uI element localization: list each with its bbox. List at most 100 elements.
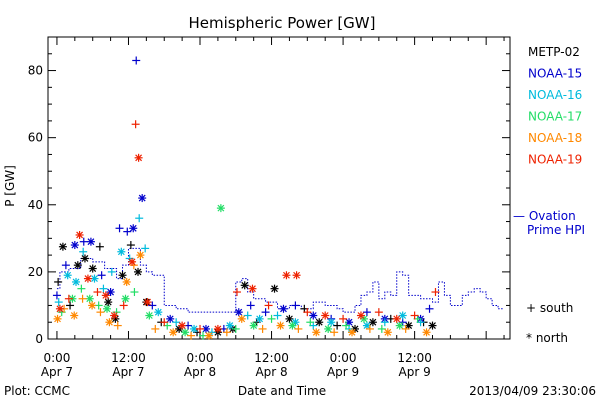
marker-noaa-19 bbox=[119, 301, 128, 310]
marker-noaa-15 bbox=[425, 304, 434, 313]
marker-noaa-18 bbox=[136, 251, 145, 260]
marker-noaa-16 bbox=[107, 267, 116, 276]
legend: METP-02 NOAA-15 NOAA-16 NOAA-17 NOAA-18 NOAA-… bbox=[528, 45, 582, 167]
marker-noaa-15 bbox=[234, 308, 243, 317]
marker-noaa-15 bbox=[61, 261, 70, 270]
marker-noaa-18 bbox=[88, 301, 97, 310]
marker-noaa-17 bbox=[85, 294, 94, 303]
marker-noaa-15 bbox=[79, 237, 88, 246]
marker-noaa-16 bbox=[63, 271, 72, 280]
marker-noaa-18 bbox=[78, 294, 87, 303]
marker-metp-02 bbox=[73, 261, 82, 270]
legend-entry: METP-02 bbox=[528, 45, 580, 59]
marker-noaa-15 bbox=[132, 56, 141, 65]
satellite-markers bbox=[52, 56, 440, 340]
marker-noaa-15 bbox=[261, 308, 270, 317]
marker-metp-02 bbox=[104, 298, 113, 307]
marker-noaa-16 bbox=[380, 318, 389, 327]
x-tick-label-date: Apr 7 bbox=[41, 365, 73, 379]
marker-noaa-15 bbox=[129, 224, 138, 233]
marker-noaa-19 bbox=[128, 257, 137, 266]
ovation-step-path bbox=[56, 247, 505, 313]
marker-noaa-17 bbox=[267, 314, 276, 323]
marker-metp-02 bbox=[240, 281, 249, 290]
marker-noaa-18 bbox=[422, 328, 431, 337]
marker-noaa-15 bbox=[97, 271, 106, 280]
x-tick-label-time: 12:00 bbox=[111, 351, 146, 365]
marker-metp-02 bbox=[95, 242, 104, 251]
marker-noaa-18 bbox=[222, 328, 231, 337]
marker-noaa-16 bbox=[72, 277, 81, 286]
marker-noaa-18 bbox=[276, 321, 285, 330]
ovation-prime-hpi-line bbox=[56, 247, 505, 313]
marker-noaa-19 bbox=[55, 304, 64, 313]
marker-noaa-19 bbox=[410, 311, 419, 320]
marker-noaa-16 bbox=[54, 298, 63, 307]
marker-metp-02 bbox=[315, 318, 324, 327]
marker-noaa-15 bbox=[362, 308, 371, 317]
marker-metp-02 bbox=[118, 271, 127, 280]
marker-noaa-19 bbox=[321, 311, 330, 320]
plot-frame bbox=[47, 36, 511, 340]
marker-noaa-17 bbox=[231, 324, 240, 333]
marker-noaa-16 bbox=[398, 311, 407, 320]
marker-noaa-17 bbox=[103, 304, 112, 313]
marker-noaa-17 bbox=[181, 328, 190, 337]
marker-noaa-18 bbox=[105, 318, 114, 327]
marker-noaa-15 bbox=[106, 288, 115, 297]
marker-noaa-18 bbox=[96, 308, 105, 317]
x-tick-label-date: Apr 8 bbox=[255, 365, 287, 379]
marker-metp-02 bbox=[333, 321, 342, 330]
marker-noaa-16 bbox=[273, 311, 282, 320]
marker-noaa-18 bbox=[383, 328, 392, 337]
chart-title: Hemispheric Power [GW] bbox=[189, 14, 376, 32]
marker-noaa-19 bbox=[93, 288, 102, 297]
marker-metp-02 bbox=[404, 321, 413, 330]
marker-noaa-17 bbox=[342, 321, 351, 330]
x-tick-label-time: 0:00 bbox=[187, 351, 214, 365]
marker-noaa-16 bbox=[154, 308, 163, 317]
marker-metp-02 bbox=[80, 254, 89, 263]
marker-noaa-18 bbox=[312, 328, 321, 337]
marker-noaa-16 bbox=[172, 318, 181, 327]
x-tick-label-time: 0:00 bbox=[330, 351, 357, 365]
marker-noaa-15 bbox=[138, 194, 147, 203]
marker-noaa-15 bbox=[246, 301, 255, 310]
marker-noaa-18 bbox=[237, 314, 246, 323]
marker-noaa-19 bbox=[356, 311, 365, 320]
marker-noaa-19 bbox=[75, 230, 84, 239]
marker-noaa-15 bbox=[309, 311, 318, 320]
marker-noaa-19 bbox=[131, 120, 140, 129]
marker-noaa-19 bbox=[248, 284, 257, 293]
marker-metp-02 bbox=[368, 318, 377, 327]
marker-noaa-15 bbox=[291, 301, 300, 310]
marker-metp-02 bbox=[285, 314, 294, 323]
x-tick-label-date: Apr 7 bbox=[112, 365, 144, 379]
marker-noaa-18 bbox=[348, 328, 357, 337]
legend-entry: NOAA-16 bbox=[528, 88, 582, 102]
marker-noaa-19 bbox=[213, 324, 222, 333]
y-tick-label: 80 bbox=[28, 64, 43, 78]
marker-metp-02 bbox=[126, 241, 135, 250]
marker-noaa-18 bbox=[129, 261, 138, 270]
marker-noaa-19 bbox=[110, 311, 119, 320]
marker-noaa-19 bbox=[431, 288, 440, 297]
legend-entry: NOAA-19 bbox=[528, 153, 582, 167]
marker-noaa-18 bbox=[113, 321, 122, 330]
marker-noaa-17 bbox=[130, 288, 139, 297]
marker-noaa-15 bbox=[86, 237, 95, 246]
plot-timestamp: 2013/04/09 23:30:06 bbox=[469, 384, 596, 398]
marker-noaa-16 bbox=[141, 244, 150, 253]
marker-noaa-17 bbox=[306, 318, 315, 327]
y-axis-label: P [GW] bbox=[3, 165, 17, 207]
marker-noaa-17 bbox=[216, 204, 225, 213]
x-tick-label-time: 12:00 bbox=[254, 351, 289, 365]
marker-noaa-18 bbox=[258, 324, 267, 333]
marker-noaa-16 bbox=[99, 284, 108, 293]
marker-noaa-19 bbox=[196, 324, 205, 333]
ovation-legend-line: — Ovation bbox=[513, 209, 576, 223]
marker-noaa-17 bbox=[395, 321, 404, 330]
marker-noaa-15 bbox=[123, 227, 132, 236]
